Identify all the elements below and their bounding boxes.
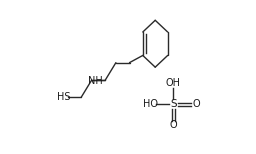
Text: O: O (169, 120, 177, 130)
Text: O: O (192, 99, 200, 109)
Text: HO: HO (143, 99, 158, 109)
Text: S: S (170, 99, 177, 109)
Text: NH: NH (88, 76, 103, 86)
Text: OH: OH (166, 78, 181, 88)
Text: HS: HS (57, 92, 70, 102)
